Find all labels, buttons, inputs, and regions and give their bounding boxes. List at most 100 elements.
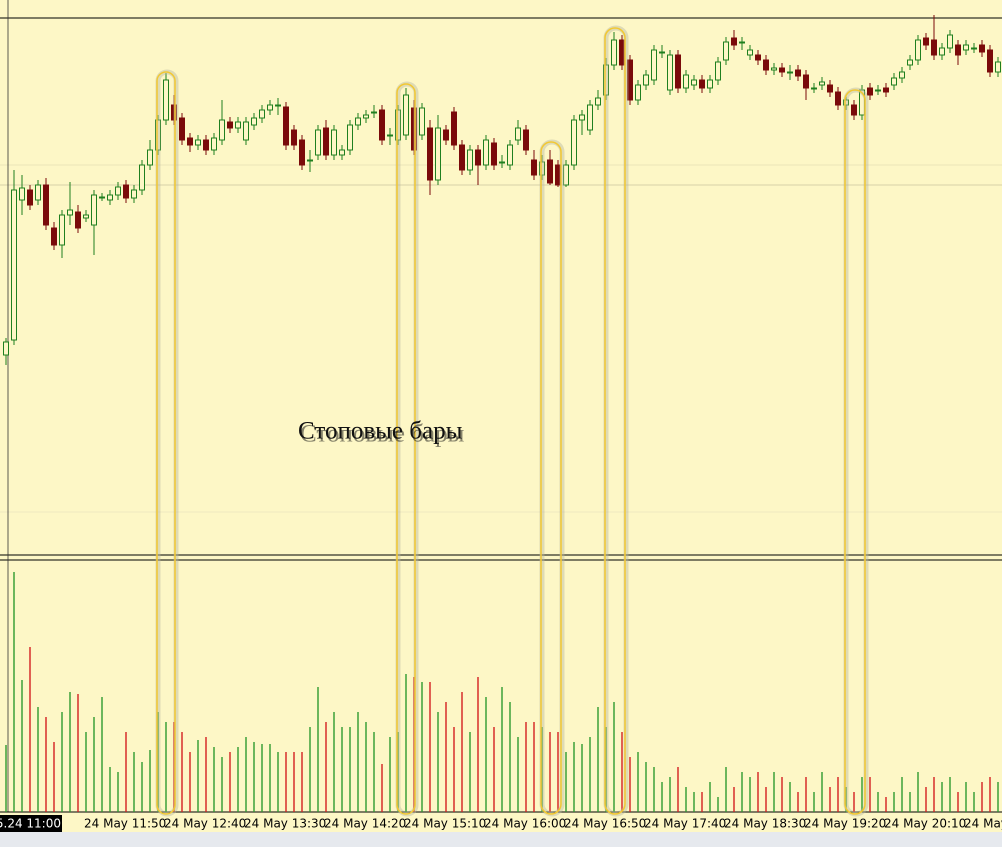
candle-body [971, 47, 977, 50]
current-time-box [0, 815, 62, 832]
candle-body [411, 107, 417, 151]
candle-body [403, 94, 409, 136]
candle-body [875, 89, 881, 92]
candle-body [659, 51, 665, 54]
candle-body [235, 121, 241, 129]
candle-body [443, 129, 449, 141]
highlight-oval [844, 89, 866, 815]
candle-body [691, 79, 697, 86]
candle-body [11, 189, 17, 341]
x-tick-label: 24 May 18:30 [724, 817, 806, 831]
candle-body [723, 41, 729, 61]
candle-body [227, 121, 233, 129]
candle-body [219, 119, 225, 141]
candle-body [75, 211, 81, 229]
candle-body [867, 87, 873, 96]
candle-body [91, 194, 97, 226]
candle-body [451, 111, 457, 146]
candle-body [419, 107, 425, 136]
candle-body [187, 137, 193, 146]
candle-body [203, 139, 209, 151]
candle-body [907, 59, 913, 66]
candle-body [523, 129, 529, 151]
candle-body [923, 37, 929, 46]
candle-body [579, 114, 585, 121]
candle-body [299, 139, 305, 166]
candle-body [835, 91, 841, 106]
x-tick-label: 24 May 20:10 [884, 817, 966, 831]
candle-body [939, 47, 945, 56]
candle-body [427, 127, 433, 181]
candle-body [651, 49, 657, 81]
candle-body [243, 121, 249, 141]
candle-body [771, 67, 777, 71]
candle-body [475, 149, 481, 166]
candle-body [19, 187, 25, 201]
candle-body [107, 194, 113, 201]
candle-body [547, 159, 553, 184]
candle-body [787, 71, 793, 74]
candle-body [955, 44, 961, 56]
candle-body [963, 44, 969, 51]
candle-body [683, 74, 689, 89]
candle-body [715, 61, 721, 81]
candle-body [179, 117, 185, 141]
candle-body [851, 104, 857, 116]
candle-body [435, 127, 441, 181]
x-tick-label: 24 May 15:10 [404, 817, 486, 831]
candle-body [395, 109, 401, 141]
candle-body [355, 117, 361, 126]
x-tick-label: 24 May 11:50 [84, 817, 166, 831]
candle-body [211, 137, 217, 151]
candle-body [587, 104, 593, 131]
candle-body [131, 189, 137, 199]
candle-body [291, 129, 297, 146]
candle-body [739, 41, 745, 44]
candle-body [123, 184, 129, 199]
x-tick-label: 24 May [964, 817, 1002, 831]
candle-body [731, 37, 737, 46]
candle-body [483, 139, 489, 166]
x-tick-label: 5.24 11:00 [0, 817, 61, 831]
candle-body [371, 111, 377, 114]
candle-body [267, 104, 273, 111]
candle-body [987, 49, 993, 73]
candle-body [571, 119, 577, 166]
candle-body [763, 59, 769, 71]
candle-body [515, 127, 521, 141]
candle-body [331, 129, 337, 156]
candle-body [99, 196, 105, 199]
candle-body [459, 144, 465, 171]
candle-body [307, 159, 313, 162]
highlight-oval [396, 83, 416, 815]
candle-body [507, 144, 513, 166]
candle-body [467, 149, 473, 171]
candle-body [931, 39, 937, 56]
candle-body [43, 184, 49, 226]
candle-body [947, 34, 953, 49]
x-tick-label: 24 May 12:40 [164, 817, 246, 831]
highlight-oval [156, 71, 176, 815]
candle-body [779, 67, 785, 73]
x-tick-label: 24 May 17:40 [644, 817, 726, 831]
candle-body [843, 99, 849, 106]
candle-body [147, 149, 153, 166]
candle-body [995, 61, 1001, 73]
candle-body [803, 74, 809, 89]
candle-body [83, 214, 89, 219]
candle-body [883, 87, 889, 93]
candle-body [643, 74, 649, 86]
candle-body [979, 44, 985, 53]
candle-body [595, 97, 601, 106]
candle-body [171, 104, 177, 121]
candle-body [795, 69, 801, 77]
candle-body [707, 79, 713, 89]
candle-body [339, 149, 345, 156]
x-tick-label: 24 May 19:20 [804, 817, 886, 831]
candle-body [675, 54, 681, 89]
x-tick-label: 24 May 13:30 [244, 817, 326, 831]
